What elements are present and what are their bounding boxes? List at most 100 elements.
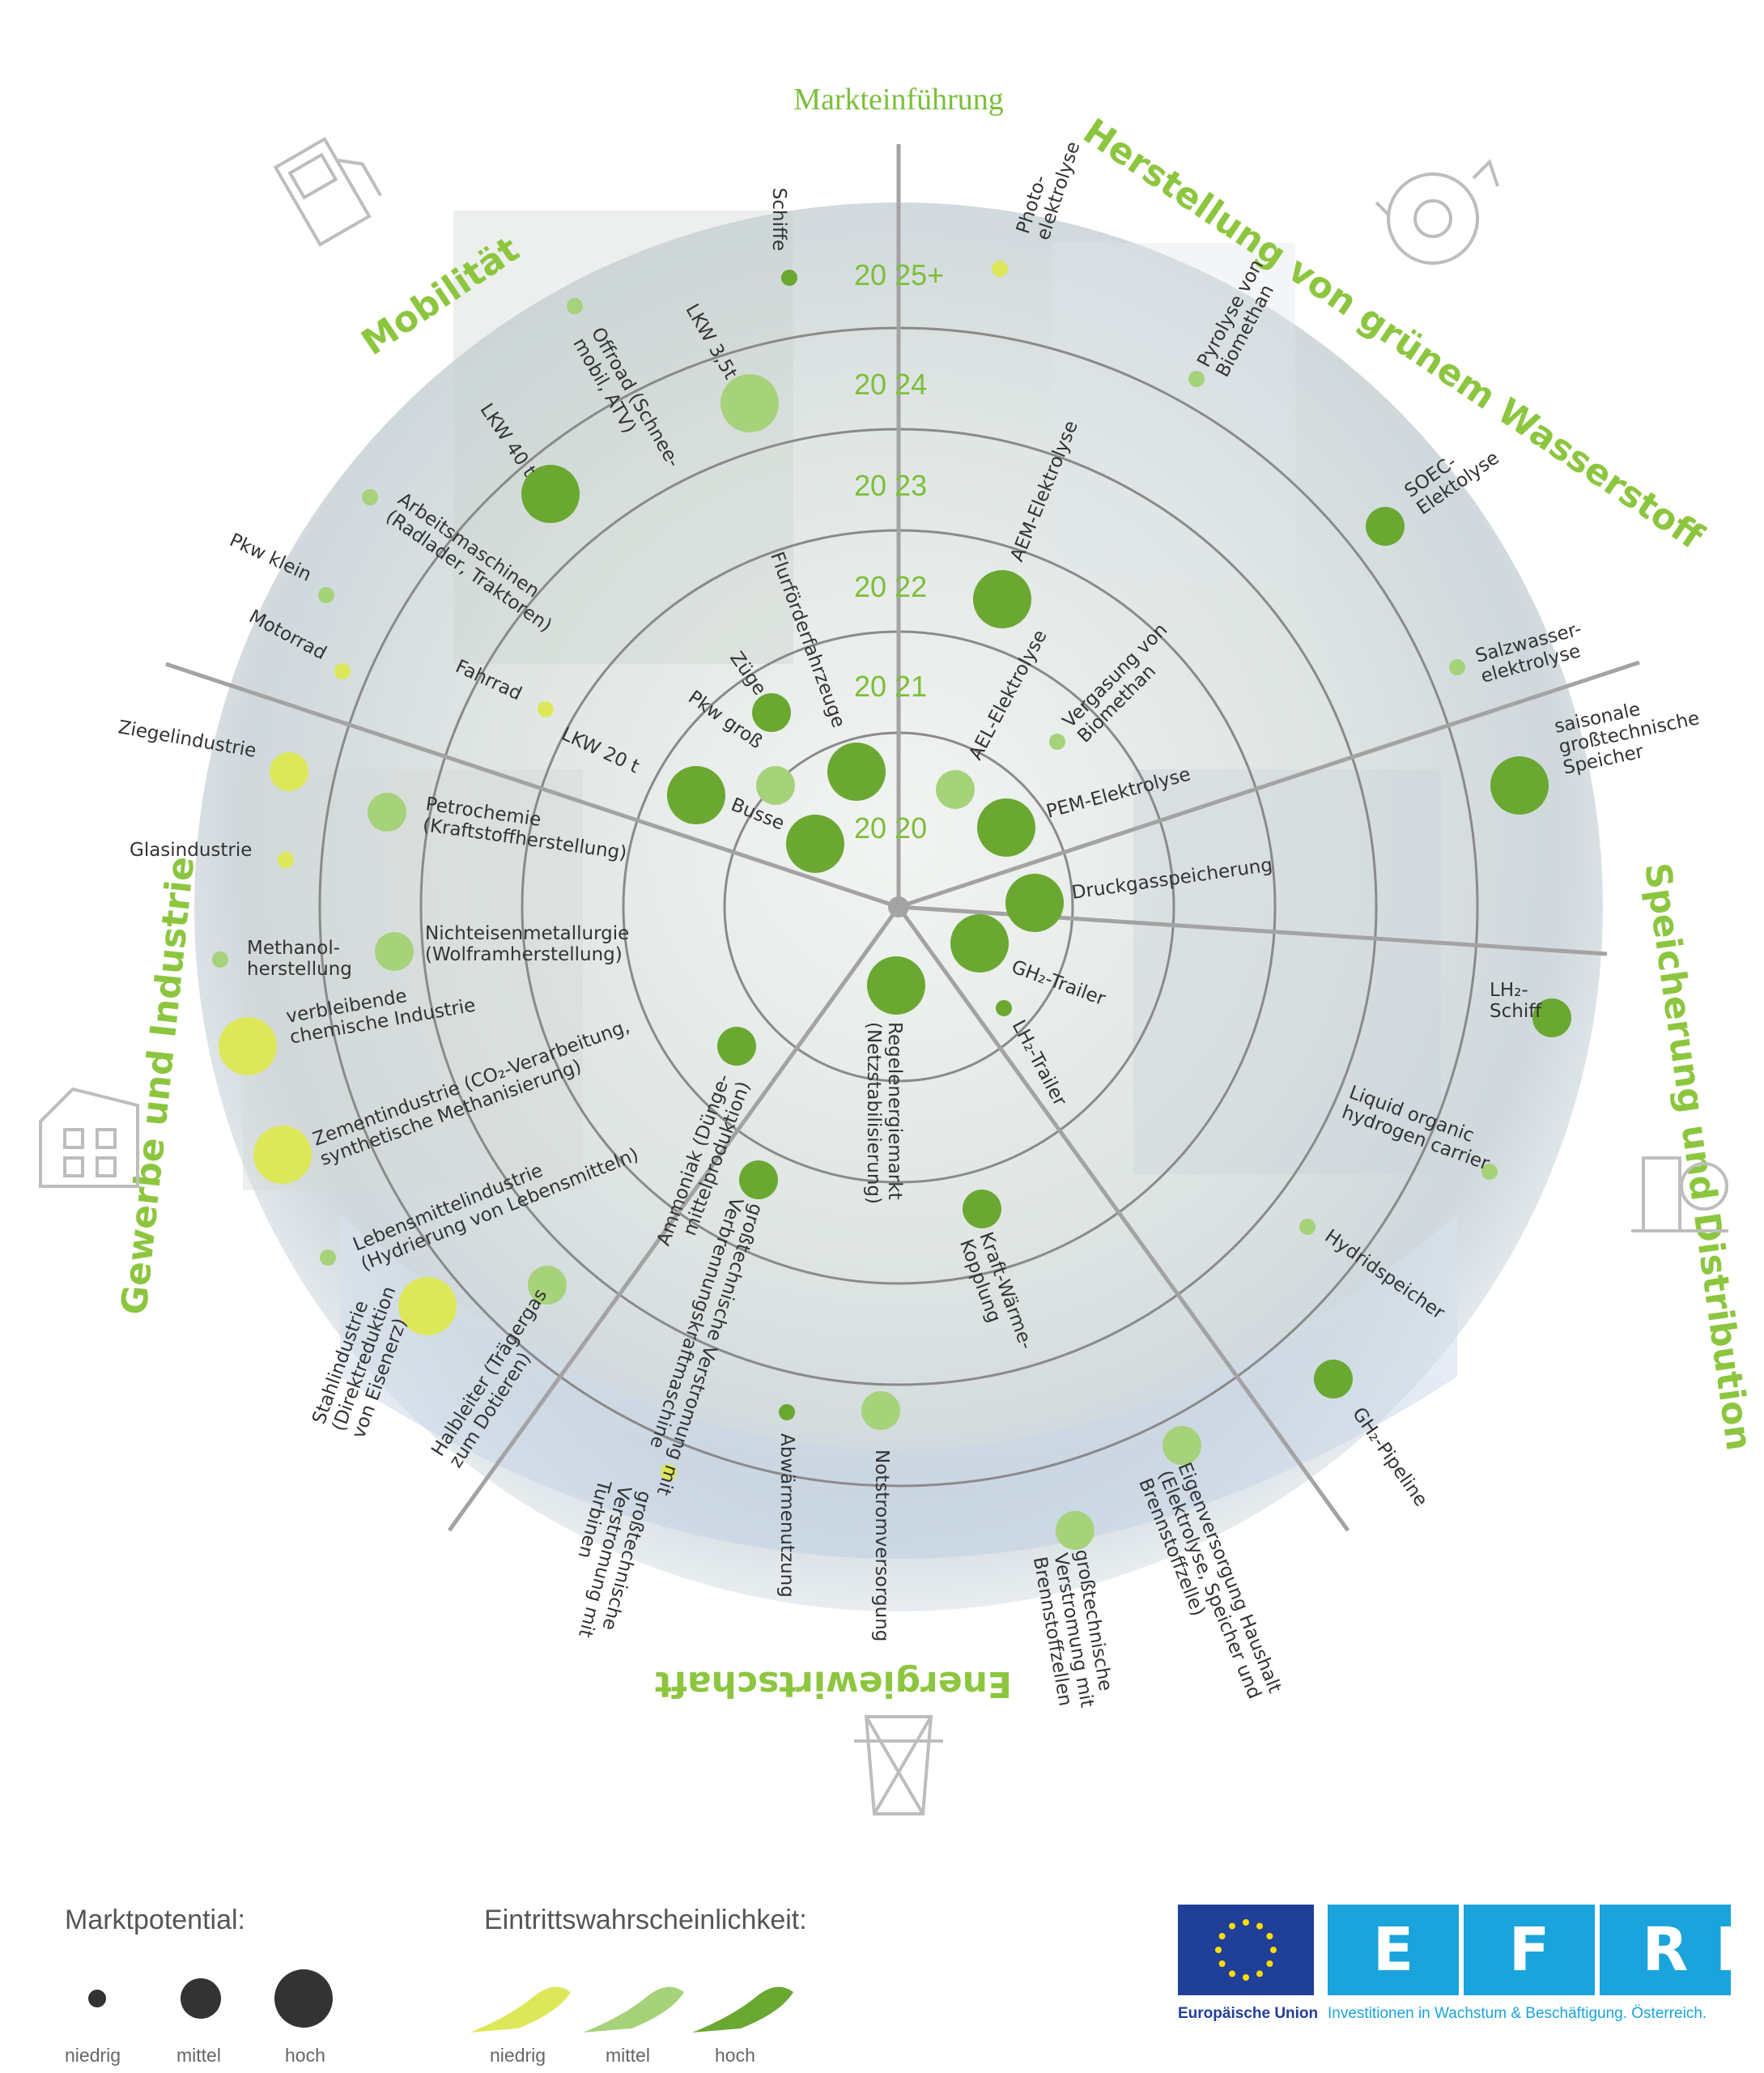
application-bubble <box>867 956 925 1015</box>
application-label: Nichteisenmetallurgie (Wolframherstellung… <box>425 923 629 965</box>
legend-stroke-mid <box>583 1986 684 2033</box>
eu-caption: Europäische Union <box>1178 2005 1319 2022</box>
year-label-2023: 20 23 <box>854 469 927 502</box>
application-label: LH₂-Schiff <box>1490 980 1542 1022</box>
application-bubble <box>1005 874 1064 932</box>
application-bubble <box>1188 371 1205 387</box>
efre-caption: Investitionen in Wachstum & Beschäftigun… <box>1328 2005 1707 2022</box>
application-bubble <box>1481 1164 1498 1180</box>
eu-star-icon <box>1243 1919 1249 1926</box>
legend-probability-high: hoch <box>715 2045 755 2066</box>
legend-dot-small <box>88 1990 106 2007</box>
application-bubble <box>992 261 1008 277</box>
legend-potential-high: hoch <box>285 2045 325 2066</box>
application-label: Methanol-herstellung <box>247 938 352 980</box>
application-bubble <box>1299 1219 1316 1235</box>
application-bubble <box>1532 998 1571 1037</box>
application-bubble <box>977 798 1035 857</box>
factory-icon <box>39 1087 139 1188</box>
sector-icons <box>39 136 1728 1815</box>
legend-probability-low: niedrig <box>490 2045 546 2066</box>
year-label-2021: 20 21 <box>854 670 927 703</box>
legend-probability-mid: mittel <box>606 2045 650 2066</box>
application-bubble <box>996 1000 1012 1016</box>
year-label-2024: 20 24 <box>854 368 927 401</box>
power-pylon-icon <box>854 1715 943 1815</box>
application-bubble <box>521 465 580 523</box>
application-bubble <box>1449 659 1465 675</box>
legend-probability-strokes <box>470 1986 793 2033</box>
application-bubble <box>270 752 308 791</box>
fuel-pump-icon <box>273 136 382 247</box>
sector-title-industrie: Gewerbe und Industrie <box>113 854 202 1317</box>
application-bubble <box>528 1266 567 1305</box>
application-bubble <box>1049 734 1065 750</box>
application-bubble <box>1490 756 1549 815</box>
legend-potential-low: niedrig <box>65 2045 121 2066</box>
tank-truck-icon <box>1631 1156 1728 1232</box>
application-label: Notstromversorgung <box>871 1449 892 1641</box>
application-label: GH₂-Pipeline <box>1348 1404 1431 1511</box>
legend-probability-title: Eintrittswahrscheinlichkeit: <box>484 1905 807 1935</box>
efre-letter-1: E <box>1328 1905 1459 1995</box>
application-bubble <box>318 587 334 603</box>
application-label: Regelenergiemarkt(Netzstabilisierung) <box>863 1022 905 1204</box>
application-bubble <box>950 914 1009 973</box>
eu-star-icon <box>1266 1960 1273 1967</box>
year-label-2020: 20 20 <box>854 811 927 845</box>
application-bubble <box>320 1249 336 1266</box>
year-labels: 20 20 20 21 20 22 20 23 20 24 20 25+ <box>854 258 944 845</box>
application-bubble <box>963 1190 1001 1228</box>
eu-star-icon <box>1243 1974 1249 1981</box>
application-bubble <box>1056 1511 1095 1550</box>
eu-star-icon <box>1266 1933 1273 1939</box>
application-bubble <box>667 766 725 824</box>
application-bubble <box>861 1391 900 1430</box>
application-bubble <box>398 1277 457 1335</box>
application-bubble <box>973 570 1031 628</box>
application-bubbles <box>212 261 1571 1550</box>
application-bubble <box>212 951 228 968</box>
application-bubble <box>375 932 414 971</box>
application-bubble <box>781 270 797 286</box>
application-bubble <box>253 1126 312 1184</box>
legend-stroke-low <box>470 1986 571 2033</box>
application-bubble <box>720 374 779 432</box>
year-label-2025: 20 25+ <box>854 258 944 292</box>
application-bubble <box>779 1404 795 1420</box>
application-bubble <box>1163 1426 1201 1465</box>
eu-star-icon <box>1229 1922 1235 1930</box>
eu-stars-icon <box>1215 1919 1277 1981</box>
application-bubble <box>219 1017 277 1075</box>
application-label: großtechnischeVerstromung mitTurbinen <box>554 1477 656 1645</box>
application-bubble <box>827 743 886 801</box>
sector-title-energiewirtschaft: Energiewirtschaft <box>655 1663 1012 1705</box>
legend-stroke-high <box>692 1986 793 2033</box>
application-bubble <box>368 793 406 832</box>
gear-icon <box>1375 159 1499 265</box>
application-bubble <box>717 1027 756 1066</box>
application-bubble <box>1314 1360 1353 1398</box>
application-bubble <box>538 701 554 717</box>
efre-letter-2: F <box>1464 1905 1595 1995</box>
application-label: Schiffe <box>768 188 789 251</box>
efre-letter-3: R <box>1600 1905 1731 1995</box>
application-bubble <box>756 766 795 805</box>
application-bubble <box>752 693 791 732</box>
eu-star-icon <box>1218 1933 1226 1939</box>
application-bubble <box>278 852 294 868</box>
application-bubble <box>786 815 844 873</box>
legend-dot-large <box>274 1969 333 2028</box>
application-bubble <box>1366 507 1405 546</box>
application-label: saisonalegroßtechnischeSpeicher <box>1553 687 1706 779</box>
application-bubble <box>334 663 351 679</box>
eu-flag-logo <box>1178 1905 1314 1995</box>
application-bubble <box>362 489 378 505</box>
eu-star-icon <box>1270 1947 1277 1953</box>
eu-star-icon <box>1215 1947 1222 1953</box>
eu-star-icon <box>1256 1922 1263 1930</box>
eu-star-icon <box>1229 1970 1235 1977</box>
eu-star-icon <box>1256 1970 1263 1977</box>
legend-potential-dots <box>88 1969 333 2028</box>
